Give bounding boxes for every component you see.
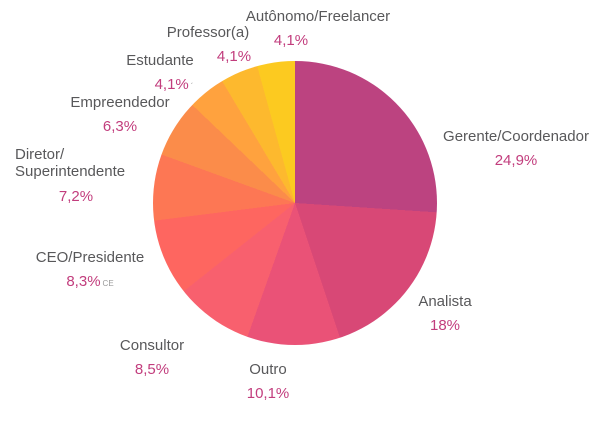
slice-name: Outro: [249, 361, 287, 378]
slice-name: Consultor: [119, 337, 185, 354]
slice-label-outro: Outro 10,1%: [247, 361, 290, 403]
percent-value: 4,1%: [154, 76, 189, 94]
slice-percent: 4,1% ´: [126, 76, 194, 93]
slice-percent: 6,3%: [102, 118, 138, 136]
slice-label-estudante: Estudante 4,1% ´: [126, 52, 194, 94]
slice-percent: 4,1%: [216, 48, 252, 66]
slice-percent: 24,9%: [494, 152, 538, 170]
slice-name: CEO/Presidente: [35, 249, 145, 266]
slice-percent: 8,5%: [134, 361, 170, 379]
slice-name: Estudante: [126, 52, 194, 69]
slice-label-analista: Analista 18%: [418, 293, 471, 335]
slice-name: Gerente/Coordenador: [443, 128, 589, 145]
slice-percent: 8,3% CE: [36, 273, 144, 290]
slice-percent: 10,1%: [246, 385, 290, 403]
slice-percent: 7,2%: [58, 187, 94, 205]
percent-value: 8,3%: [66, 273, 101, 291]
slice-label-gerente-coordenador: Gerente/Coordenador 24,9%: [443, 128, 589, 170]
slice-label-professora: Professor(a) 4,1%: [165, 24, 251, 66]
slice-name: Professor(a): [166, 24, 250, 41]
slice-percent: 18%: [429, 317, 461, 335]
slice-name: Empreendedor: [70, 94, 170, 111]
slice-percent: 4,1%: [273, 32, 309, 50]
stray-mark: ´: [190, 82, 194, 92]
slice-label-empreendedor: Empreendedor 6,3%: [70, 94, 169, 136]
pie[interactable]: [153, 61, 437, 345]
slice-label-autonomo-freelancer: Autônomo/Freelancer 4,1%: [246, 8, 390, 50]
slice-label-diretor-superintendente: Diretor/ Superintendente 7,2%: [15, 146, 137, 205]
slice-label-ceo-presidente: CEO/Presidente 8,3% CE: [36, 249, 144, 291]
slice-name: Autônomo/Freelancer: [245, 8, 391, 25]
stray-mark: CE: [102, 279, 114, 289]
slice-name: Diretor/ Superintendente: [15, 146, 126, 181]
slice-name: Analista: [418, 293, 472, 310]
slice-label-consultor: Consultor 8,5%: [120, 337, 184, 379]
